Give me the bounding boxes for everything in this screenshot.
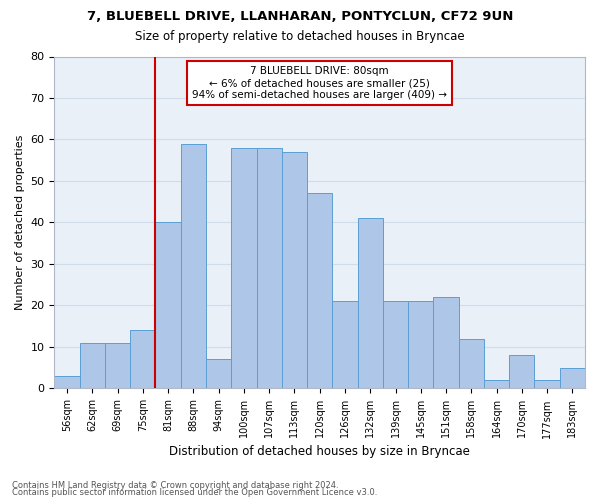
Y-axis label: Number of detached properties: Number of detached properties bbox=[15, 135, 25, 310]
Text: 7, BLUEBELL DRIVE, LLANHARAN, PONTYCLUN, CF72 9UN: 7, BLUEBELL DRIVE, LLANHARAN, PONTYCLUN,… bbox=[87, 10, 513, 23]
Bar bbox=[282, 152, 307, 388]
Bar bbox=[484, 380, 509, 388]
Bar bbox=[206, 360, 231, 388]
Bar bbox=[105, 343, 130, 388]
Bar bbox=[231, 148, 257, 388]
Bar bbox=[383, 302, 408, 388]
Bar bbox=[257, 148, 282, 388]
Bar bbox=[307, 194, 332, 388]
Bar bbox=[130, 330, 155, 388]
Bar bbox=[408, 302, 433, 388]
Bar bbox=[80, 343, 105, 388]
Bar bbox=[509, 356, 535, 388]
Bar bbox=[332, 302, 358, 388]
Bar bbox=[458, 338, 484, 388]
Text: Contains HM Land Registry data © Crown copyright and database right 2024.: Contains HM Land Registry data © Crown c… bbox=[12, 480, 338, 490]
Bar bbox=[560, 368, 585, 388]
X-axis label: Distribution of detached houses by size in Bryncae: Distribution of detached houses by size … bbox=[169, 444, 470, 458]
Bar bbox=[55, 376, 80, 388]
Bar bbox=[358, 218, 383, 388]
Bar bbox=[535, 380, 560, 388]
Bar bbox=[433, 297, 458, 388]
Bar bbox=[155, 222, 181, 388]
Text: Contains public sector information licensed under the Open Government Licence v3: Contains public sector information licen… bbox=[12, 488, 377, 497]
Text: Size of property relative to detached houses in Bryncae: Size of property relative to detached ho… bbox=[135, 30, 465, 43]
Text: 7 BLUEBELL DRIVE: 80sqm
← 6% of detached houses are smaller (25)
94% of semi-det: 7 BLUEBELL DRIVE: 80sqm ← 6% of detached… bbox=[192, 66, 447, 100]
Bar bbox=[181, 144, 206, 388]
